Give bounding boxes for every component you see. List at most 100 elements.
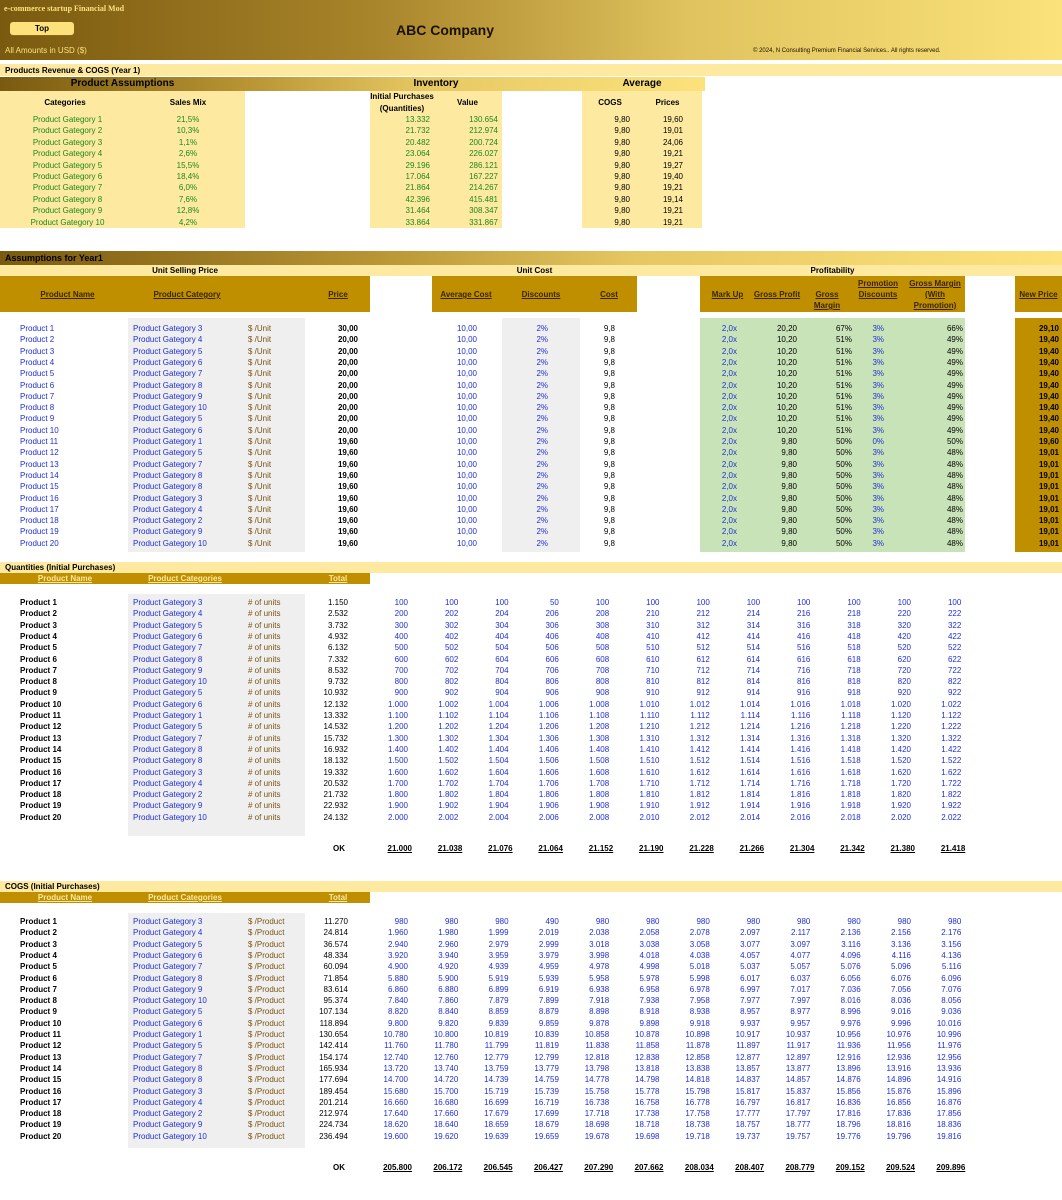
s2-cell[interactable]: 10,00 <box>456 516 477 526</box>
s2-cell[interactable]: 2% <box>536 470 548 480</box>
s2-cell[interactable]: 2% <box>536 459 548 469</box>
s3-month-cell[interactable]: 1.310 <box>639 733 660 743</box>
s2-cell[interactable]: 3% <box>872 504 884 514</box>
s3-month-cell[interactable]: 1.212 <box>689 722 710 732</box>
s3-month-cell[interactable]: 1.816 <box>790 790 811 800</box>
s4-month-cell[interactable]: 10.016 <box>936 1018 962 1028</box>
s4-month-cell[interactable]: 14.916 <box>936 1075 962 1085</box>
s4-month-cell[interactable]: 12.956 <box>936 1052 962 1062</box>
s3-month-cell[interactable]: 1.018 <box>840 699 861 709</box>
s4-month-cell[interactable]: 15.896 <box>936 1086 962 1096</box>
s4-month-cell[interactable]: 11.838 <box>585 1041 610 1051</box>
s3-month-cell[interactable]: 804 <box>495 677 509 687</box>
s3-month-cell[interactable]: 1.706 <box>538 778 559 788</box>
s4-month-cell[interactable]: 980 <box>797 917 811 926</box>
s2-cell[interactable]: 2,0x <box>721 482 737 492</box>
s1-cell[interactable]: 331.867 <box>469 217 498 227</box>
s3-month-cell[interactable]: 1.302 <box>438 733 459 743</box>
s3-month-cell[interactable]: 1.008 <box>589 699 610 709</box>
s2-cell[interactable]: 10,00 <box>456 369 477 379</box>
s4-month-cell[interactable]: 7.938 <box>639 996 660 1006</box>
s4-month-cell[interactable]: 18.640 <box>433 1120 459 1130</box>
s3-month-cell[interactable]: 1.616 <box>790 767 811 777</box>
s4-month-cell[interactable]: 3.116 <box>841 939 861 949</box>
s4-month-cell[interactable]: 4.939 <box>488 962 509 972</box>
s1-cell[interactable]: Product Gategory 3 <box>32 137 103 147</box>
s3-month-cell[interactable]: 1.502 <box>438 756 459 766</box>
s4-month-cell[interactable]: 5.018 <box>689 962 710 972</box>
s2-cell[interactable]: 10,00 <box>456 357 477 367</box>
s2-cell[interactable]: 2,0x <box>721 391 737 401</box>
s4-month-cell[interactable]: 10.819 <box>484 1030 509 1039</box>
s4-month-cell[interactable]: 5.880 <box>387 973 408 983</box>
s4-month-cell[interactable]: 5.037 <box>740 962 761 972</box>
s3-month-cell[interactable]: 1.822 <box>941 790 962 800</box>
s4-month-cell[interactable]: 12.877 <box>735 1052 761 1062</box>
s4-month-cell[interactable]: 6.096 <box>941 973 962 983</box>
s3-month-cell[interactable]: 416 <box>797 631 811 641</box>
s3-month-cell[interactable]: 1.602 <box>438 767 459 777</box>
s3-month-cell[interactable]: 622 <box>947 654 962 664</box>
s4-month-cell[interactable]: 14.778 <box>584 1075 610 1085</box>
s1-cell[interactable]: Product Gategory 5 <box>32 160 103 170</box>
s4-month-cell[interactable]: 18.679 <box>534 1120 559 1130</box>
s4-month-cell[interactable]: 19.737 <box>735 1131 761 1141</box>
s4-month-cell[interactable]: 7.076 <box>941 984 962 994</box>
s3-month-cell[interactable]: 1.912 <box>689 801 710 811</box>
s4-month-cell[interactable]: 9.996 <box>890 1018 911 1028</box>
s4-month-cell[interactable]: 12.916 <box>836 1052 861 1062</box>
s4-month-cell[interactable]: 8.957 <box>740 1007 761 1017</box>
s3-month-cell[interactable]: 714 <box>746 665 761 675</box>
s4-month-cell[interactable]: 4.057 <box>740 950 761 960</box>
s4-month-cell[interactable]: 2.117 <box>790 928 811 938</box>
s4-month-cell[interactable]: 13.798 <box>584 1063 610 1073</box>
s4-month-cell[interactable]: 11.976 <box>937 1041 962 1051</box>
s3-month-cell[interactable]: 510 <box>646 643 660 653</box>
s4-month-cell[interactable]: 19.796 <box>886 1131 911 1141</box>
s4-month-cell[interactable]: 13.838 <box>685 1063 710 1073</box>
s3-month-cell[interactable]: 1.504 <box>488 756 509 766</box>
s1-cell[interactable]: 17.064 <box>405 172 430 181</box>
s3-month-cell[interactable]: 1.522 <box>941 756 962 766</box>
s2-cell[interactable]: 3% <box>872 448 884 458</box>
s4-month-cell[interactable]: 9.839 <box>488 1018 509 1028</box>
s1-cell[interactable]: 31.464 <box>405 206 430 216</box>
s2-cell[interactable]: 2,0x <box>721 357 737 367</box>
s3-month-cell[interactable]: 1.208 <box>589 722 610 732</box>
s4-month-cell[interactable]: 16.836 <box>836 1097 861 1107</box>
s3-month-cell[interactable]: 918 <box>847 688 861 698</box>
s3-month-cell[interactable]: 1.316 <box>790 733 811 743</box>
s4-month-cell[interactable]: 4.116 <box>891 950 911 960</box>
s4-month-cell[interactable]: 15.700 <box>433 1086 459 1096</box>
s1-cell[interactable]: Product Gategory 2 <box>32 126 103 136</box>
s4-month-cell[interactable]: 13.877 <box>785 1063 811 1073</box>
s3-month-cell[interactable]: 1.614 <box>740 767 761 777</box>
s4-month-cell[interactable]: 16.817 <box>785 1097 811 1107</box>
s3-month-cell[interactable]: 1.120 <box>890 711 911 720</box>
s3-month-cell[interactable]: 920 <box>897 688 911 698</box>
s4-month-cell[interactable]: 5.096 <box>890 962 911 972</box>
s4-month-cell[interactable]: 17.816 <box>836 1109 861 1119</box>
s3-month-cell[interactable]: 100 <box>847 598 861 607</box>
s2-cell[interactable]: 2,0x <box>721 470 737 480</box>
s3-month-cell[interactable]: 1.202 <box>438 722 459 732</box>
s3-month-cell[interactable]: 610 <box>646 654 660 664</box>
s4-month-cell[interactable]: 7.879 <box>488 996 509 1006</box>
s4-month-cell[interactable]: 15.837 <box>785 1086 811 1096</box>
s2-cell[interactable]: Product Gategory 8 <box>133 470 203 480</box>
s4-month-cell[interactable]: 16.680 <box>433 1097 459 1107</box>
s2-cell[interactable]: Product Gategory 9 <box>133 527 203 537</box>
s1-cell[interactable]: 4,2% <box>178 217 198 227</box>
s3-month-cell[interactable]: 1.806 <box>538 790 559 800</box>
s2-cell[interactable]: 2% <box>536 324 548 333</box>
s4-month-cell[interactable]: 10.800 <box>433 1030 459 1039</box>
s4-month-cell[interactable]: 10.858 <box>584 1030 610 1039</box>
s4-month-cell[interactable]: 11.760 <box>384 1041 408 1051</box>
s4-row-category[interactable]: Product Gategory 4 <box>133 928 203 938</box>
s4-month-cell[interactable]: 980 <box>444 917 459 926</box>
s4-month-cell[interactable]: 6.076 <box>890 973 911 983</box>
s3-month-cell[interactable]: 1.914 <box>740 801 761 811</box>
s4-month-cell[interactable]: 4.978 <box>589 962 610 972</box>
s2-cell[interactable]: 3% <box>872 425 884 435</box>
s4-month-cell[interactable]: 7.017 <box>790 984 811 994</box>
